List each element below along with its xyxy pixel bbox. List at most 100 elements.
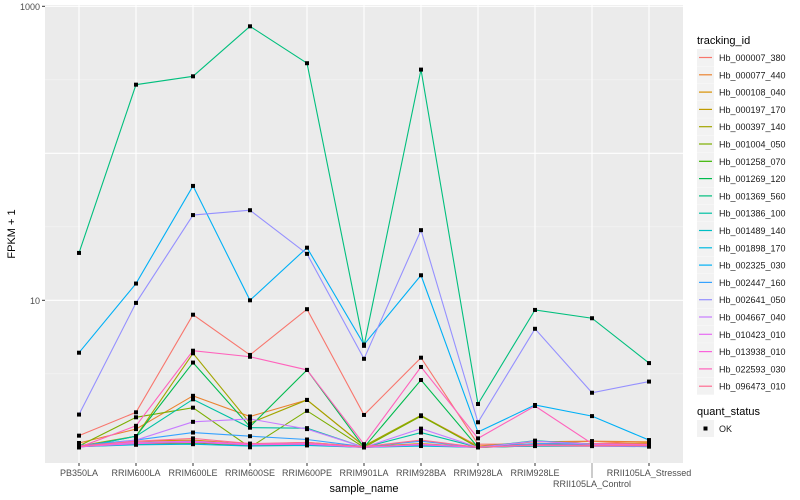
- data-point: [134, 434, 138, 439]
- data-point: [419, 430, 423, 435]
- data-point: [248, 298, 252, 303]
- point-marker-icon: [703, 426, 708, 431]
- data-point: [476, 436, 480, 441]
- data-point: [533, 442, 537, 447]
- x-tick-label: RRIM928LE: [510, 468, 559, 478]
- data-point: [77, 250, 81, 255]
- data-point: [191, 312, 195, 317]
- data-point: [305, 397, 309, 402]
- legend-label: Hb_001269_120: [719, 174, 786, 184]
- data-point: [248, 208, 252, 213]
- data-point: [191, 351, 195, 356]
- legend-label: Hb_004667_040: [719, 313, 786, 323]
- data-point: [248, 354, 252, 359]
- data-point: [77, 412, 81, 417]
- data-point: [533, 326, 537, 331]
- data-point: [419, 273, 423, 278]
- data-point: [590, 390, 594, 395]
- legend-label: Hb_001489_140: [719, 226, 786, 236]
- x-tick-label: RRIM600LE: [168, 468, 217, 478]
- data-point: [362, 444, 366, 449]
- y-tick-label: 10: [30, 296, 40, 306]
- data-point: [305, 251, 309, 256]
- legend-label: Hb_096473_010: [719, 382, 786, 392]
- data-point: [191, 397, 195, 402]
- data-point: [647, 379, 651, 384]
- data-point: [419, 438, 423, 443]
- data-point: [533, 307, 537, 312]
- data-point: [476, 420, 480, 425]
- data-point: [248, 421, 252, 426]
- y-tick-label: 1000: [20, 2, 40, 12]
- data-point: [419, 228, 423, 233]
- legend-label: Hb_022593_030: [719, 364, 786, 374]
- data-point: [248, 414, 252, 419]
- legend-title-tracking-id: tracking_id: [697, 35, 750, 47]
- data-point: [191, 405, 195, 410]
- data-point: [134, 281, 138, 286]
- legend-label: Hb_001386_100: [719, 209, 786, 219]
- legend-label: Hb_000077_440: [719, 70, 786, 80]
- data-point: [647, 361, 651, 366]
- data-point: [305, 437, 309, 442]
- data-point: [419, 442, 423, 447]
- data-point: [191, 360, 195, 365]
- legend-label: Hb_002447_160: [719, 278, 786, 288]
- data-point: [590, 439, 594, 444]
- data-point: [533, 439, 537, 444]
- data-point: [305, 307, 309, 312]
- data-point: [362, 342, 366, 347]
- data-point: [191, 213, 195, 218]
- data-point: [533, 403, 537, 408]
- data-point: [305, 245, 309, 250]
- data-point: [77, 433, 81, 438]
- legend-label: Hb_001004_050: [719, 140, 786, 150]
- data-point: [419, 355, 423, 360]
- data-point: [134, 82, 138, 87]
- legend-label: Hb_001258_070: [719, 157, 786, 167]
- legend-label: Hb_013938_010: [719, 347, 786, 357]
- data-point: [191, 183, 195, 188]
- x-tick-label: RRIM928BA: [396, 468, 446, 478]
- x-axis-label: sample_name: [329, 483, 398, 495]
- legend-label-ok: OK: [719, 424, 732, 434]
- data-point: [590, 443, 594, 448]
- data-point: [191, 393, 195, 398]
- data-point: [305, 440, 309, 445]
- data-point: [362, 356, 366, 361]
- data-point: [305, 367, 309, 372]
- data-point: [305, 61, 309, 66]
- data-point: [419, 426, 423, 431]
- data-point: [419, 364, 423, 369]
- x-tick-label: RRIM600SE: [225, 468, 275, 478]
- x-tick-label: RRIM901LA: [339, 468, 388, 478]
- data-point: [134, 415, 138, 420]
- y-axis-label: FPKM + 1: [6, 209, 18, 258]
- data-point: [248, 425, 252, 430]
- data-point: [590, 414, 594, 419]
- data-point: [647, 438, 651, 443]
- x-tick-label: RRIM600LA: [111, 468, 160, 478]
- legend-label: Hb_010423_010: [719, 330, 786, 340]
- data-point: [476, 402, 480, 407]
- legend-label: Hb_000397_140: [719, 122, 786, 132]
- data-point: [305, 408, 309, 413]
- data-point: [362, 442, 366, 447]
- legend-label: Hb_002641_050: [719, 295, 786, 305]
- data-point: [590, 316, 594, 321]
- data-point: [134, 441, 138, 446]
- data-point: [77, 440, 81, 445]
- data-point: [419, 414, 423, 419]
- data-point: [476, 430, 480, 435]
- data-point: [419, 377, 423, 382]
- data-point: [77, 350, 81, 355]
- data-point: [134, 439, 138, 444]
- data-point: [134, 410, 138, 415]
- legend-label: Hb_001369_560: [719, 191, 786, 201]
- legend-label: Hb_002325_030: [719, 261, 786, 271]
- x-tick-label: PB350LA: [60, 468, 98, 478]
- data-point: [419, 67, 423, 72]
- data-point: [134, 423, 138, 428]
- x-tick-label: RRII105LA_Control: [553, 479, 631, 489]
